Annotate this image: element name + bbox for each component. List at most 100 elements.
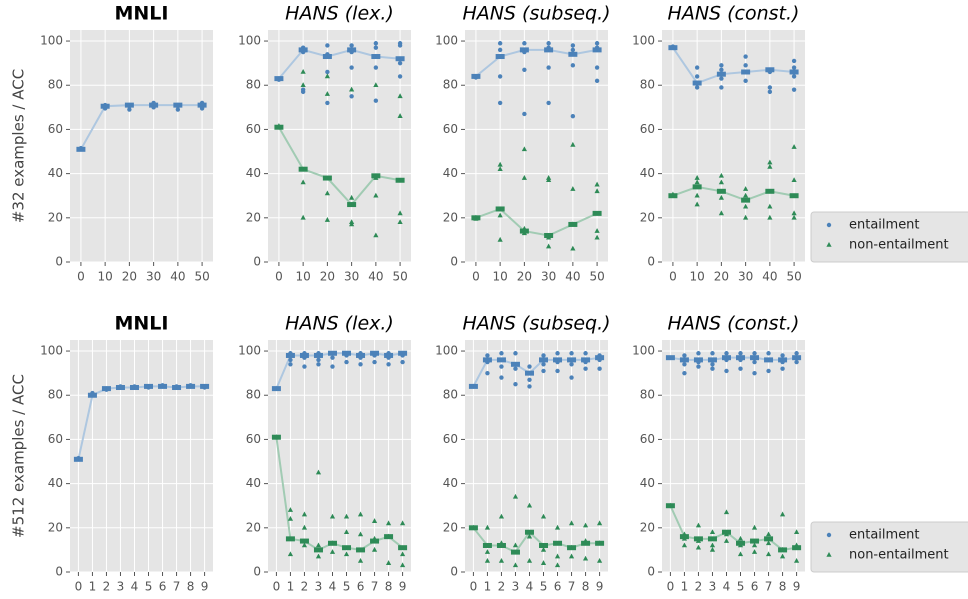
x-tick-label: 2 bbox=[301, 580, 309, 594]
median-marker bbox=[595, 540, 605, 546]
point bbox=[498, 513, 505, 519]
median-marker bbox=[271, 434, 281, 440]
median-line bbox=[472, 356, 600, 387]
median-marker bbox=[765, 67, 775, 73]
y-tick-label: 40 bbox=[246, 166, 261, 180]
point bbox=[484, 557, 491, 563]
point bbox=[780, 353, 785, 358]
legend-label: entailment bbox=[849, 218, 920, 233]
point bbox=[719, 76, 724, 81]
point bbox=[596, 557, 603, 563]
median-marker bbox=[124, 102, 134, 108]
point bbox=[497, 74, 503, 79]
point bbox=[513, 366, 518, 371]
point bbox=[709, 529, 716, 535]
point bbox=[694, 192, 700, 198]
point bbox=[723, 509, 730, 515]
median-marker bbox=[792, 355, 802, 361]
x-tick-label: 7 bbox=[173, 580, 181, 594]
median-marker bbox=[567, 357, 577, 363]
median-marker bbox=[76, 146, 86, 152]
median-marker bbox=[736, 540, 746, 546]
median-marker bbox=[789, 69, 799, 75]
point bbox=[527, 364, 532, 369]
point bbox=[522, 111, 527, 117]
x-tick-label: 7 bbox=[568, 580, 576, 594]
median-marker bbox=[299, 352, 309, 358]
point bbox=[497, 166, 503, 171]
point bbox=[127, 107, 132, 112]
point bbox=[349, 86, 355, 92]
x-tick-label: 10 bbox=[98, 270, 113, 284]
median-marker bbox=[322, 54, 332, 60]
point bbox=[386, 362, 391, 367]
point bbox=[743, 214, 749, 220]
point bbox=[694, 65, 700, 70]
point bbox=[695, 522, 702, 528]
y-tick-label: 40 bbox=[640, 166, 655, 180]
point bbox=[752, 370, 757, 376]
median-marker bbox=[553, 357, 563, 363]
y-tick-label: 40 bbox=[246, 476, 261, 490]
x-tick-label: 6 bbox=[159, 580, 167, 594]
point bbox=[582, 522, 589, 528]
legend-label: non-entailment bbox=[849, 548, 949, 563]
point bbox=[397, 60, 403, 66]
x-tick-label: 2 bbox=[498, 580, 506, 594]
plot-area bbox=[70, 30, 213, 262]
median-marker bbox=[186, 383, 196, 389]
median-marker bbox=[384, 352, 394, 358]
point bbox=[287, 515, 294, 521]
median-line bbox=[275, 437, 404, 552]
median-marker bbox=[581, 357, 591, 363]
median-marker bbox=[707, 536, 717, 542]
x-tick-label: 20 bbox=[320, 270, 335, 284]
point bbox=[358, 362, 363, 367]
point bbox=[594, 188, 600, 194]
x-tick-label: 6 bbox=[357, 580, 365, 594]
point bbox=[287, 551, 294, 557]
y-tick-label: 80 bbox=[48, 78, 63, 92]
median-marker bbox=[721, 355, 731, 361]
x-tick-label: 3 bbox=[117, 580, 125, 594]
point bbox=[724, 368, 729, 374]
point bbox=[737, 551, 744, 557]
point bbox=[723, 538, 730, 543]
median-marker bbox=[274, 76, 284, 82]
point bbox=[497, 47, 503, 53]
point bbox=[709, 546, 716, 552]
x-tick-label: 6 bbox=[751, 580, 759, 594]
median-marker bbox=[510, 549, 520, 555]
median-marker bbox=[347, 47, 357, 53]
point bbox=[349, 194, 355, 200]
point bbox=[709, 542, 716, 548]
median-marker bbox=[592, 47, 602, 53]
point bbox=[357, 557, 364, 563]
median-marker bbox=[716, 71, 726, 77]
x-tick-label: 0 bbox=[470, 580, 478, 594]
point bbox=[357, 511, 364, 517]
point bbox=[583, 366, 588, 371]
y-tick-label: 0 bbox=[253, 255, 261, 269]
point bbox=[325, 100, 330, 106]
point bbox=[594, 65, 600, 70]
point bbox=[570, 113, 576, 119]
median-marker bbox=[285, 352, 295, 358]
y-tick-label: 60 bbox=[48, 122, 63, 136]
point bbox=[554, 562, 561, 568]
y-tick-label: 60 bbox=[640, 432, 655, 446]
point bbox=[570, 141, 576, 147]
point bbox=[596, 520, 603, 526]
y-axis-label: #512 examples / ACC bbox=[10, 374, 28, 538]
median-marker bbox=[482, 542, 492, 548]
median-marker bbox=[692, 80, 702, 86]
x-tick-label: 8 bbox=[187, 580, 195, 594]
point bbox=[315, 553, 322, 559]
panel-title: MNLI bbox=[115, 313, 169, 335]
median-marker bbox=[568, 51, 578, 57]
median-marker bbox=[496, 542, 506, 548]
point bbox=[743, 186, 749, 191]
point bbox=[682, 353, 687, 358]
legend-marker bbox=[826, 552, 832, 557]
point bbox=[397, 93, 403, 99]
